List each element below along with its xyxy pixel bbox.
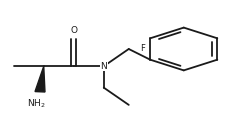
Text: O: O <box>70 26 77 35</box>
Text: NH$_2$: NH$_2$ <box>27 98 46 111</box>
Text: F: F <box>140 44 145 53</box>
Text: N: N <box>100 62 107 71</box>
Polygon shape <box>35 66 45 92</box>
